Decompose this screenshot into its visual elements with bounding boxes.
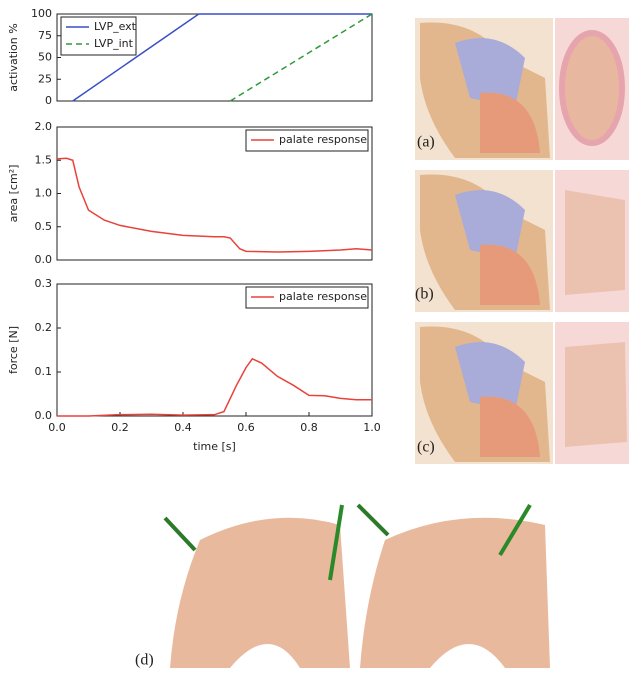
panel-label: (c) <box>417 439 435 456</box>
legend-label: LVP_ext <box>94 20 137 33</box>
x-tick-label: 0.0 <box>48 421 66 434</box>
y-tick-label: 0.1 <box>35 365 53 378</box>
data-line <box>72 13 372 102</box>
legend-box <box>245 286 369 309</box>
head-render <box>415 170 629 312</box>
x-tick-label: 1.0 <box>363 421 381 434</box>
data-line <box>56 157 373 253</box>
panel-label: (d) <box>135 652 154 669</box>
head-render <box>415 322 629 464</box>
head-render <box>415 18 629 160</box>
plot-area <box>56 283 373 417</box>
y-tick-label: 100 <box>31 7 52 20</box>
x-tick-label: 0.6 <box>237 421 255 434</box>
renders <box>163 18 629 668</box>
y-tick-label: 0.0 <box>35 409 53 422</box>
panel-label: (b) <box>415 286 434 303</box>
x-tick-label: 0.8 <box>300 421 318 434</box>
y-axis-label: force [N] <box>7 326 20 374</box>
legend-box <box>245 129 369 152</box>
y-axis-label: activation % <box>7 23 20 91</box>
y-tick-label: 0 <box>45 94 52 107</box>
y-tick-label: 1.5 <box>35 153 53 166</box>
y-tick-label: 0.5 <box>35 220 53 233</box>
y-tick-label: 0.3 <box>35 277 53 290</box>
palate-render <box>360 517 550 668</box>
data-line <box>229 13 373 102</box>
y-tick-label: 75 <box>38 29 52 42</box>
legend-box <box>60 16 137 56</box>
y-tick-label: 2.0 <box>35 120 53 133</box>
legend-label: LVP_int <box>94 37 134 50</box>
y-tick-label: 50 <box>38 51 52 64</box>
y-tick-label: 1.0 <box>35 187 53 200</box>
y-tick-label: 25 <box>38 72 52 85</box>
x-axis-label: time [s] <box>193 440 236 453</box>
y-tick-label: 0.0 <box>35 253 53 266</box>
legend-label: palate response <box>279 133 367 146</box>
y-axis-label: area [cm²] <box>7 165 20 223</box>
panel-label: (a) <box>417 134 435 151</box>
legend-label: palate response <box>279 290 367 303</box>
x-tick-label: 0.2 <box>111 421 129 434</box>
data-line <box>57 357 372 417</box>
palate-render <box>170 517 350 668</box>
y-tick-label: 0.2 <box>35 321 53 334</box>
x-tick-label: 0.4 <box>174 421 192 434</box>
